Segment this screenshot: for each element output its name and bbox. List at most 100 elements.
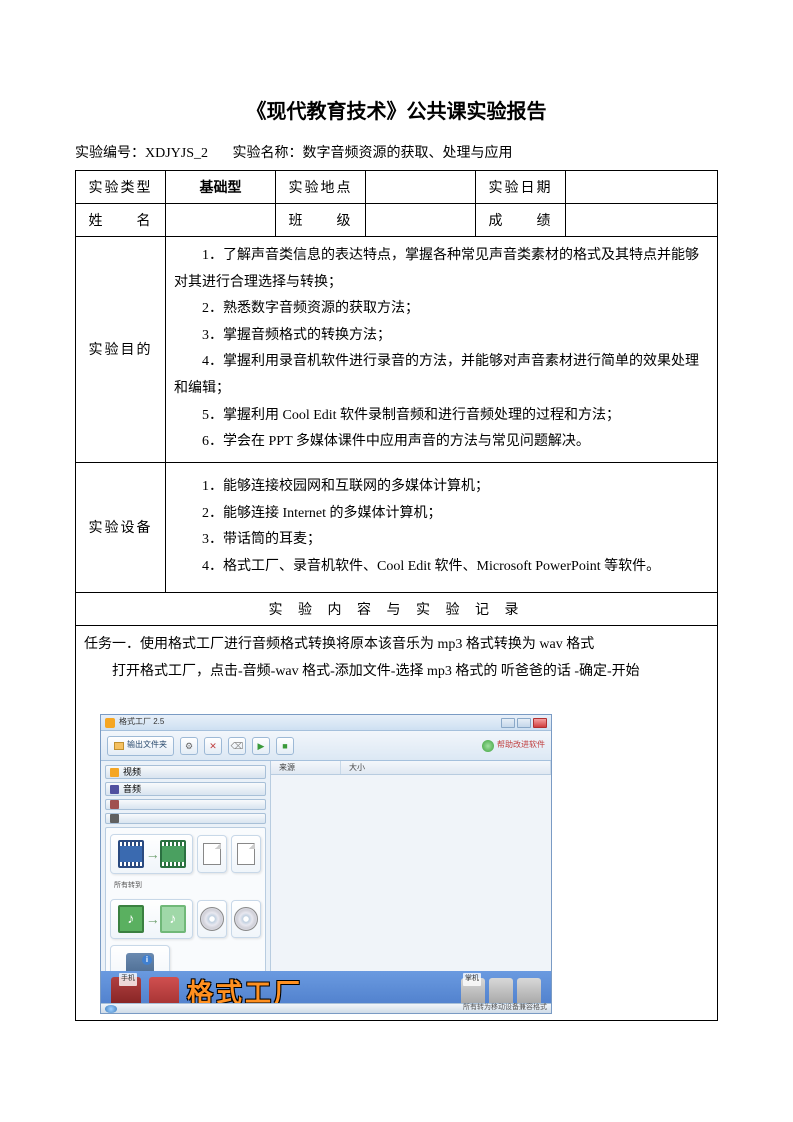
table-row: 实验设备 1．能够连接校园网和互联网的多媒体计算机； 2．能够连接 Intern…: [76, 462, 718, 592]
audio-icon: [110, 785, 119, 794]
cell-place-label: 实验地点: [276, 171, 366, 204]
format-card[interactable]: [231, 835, 261, 873]
table-row: 实验类型 基础型 实验地点 实验日期: [76, 171, 718, 204]
arrow-icon: →: [146, 913, 158, 925]
cell-date-label: 实验日期: [476, 171, 566, 204]
gear-icon: ⚙: [185, 738, 193, 754]
maximize-button[interactable]: [517, 718, 531, 728]
play-icon: ▶: [258, 738, 265, 754]
task-steps: 打开格式工厂，点击-音频-wav 格式-添加文件-选择 mp3 格式的 听爸爸的…: [84, 659, 709, 684]
start-button[interactable]: ▶: [252, 737, 270, 755]
cell-score-label: 成 绩: [476, 204, 566, 237]
equipment-item: 2．能够连接 Internet 的多媒体计算机；: [174, 501, 709, 528]
task-content-cell: 任务一．使用格式工厂进行音频格式转换将原本该音乐为 mp3 格式转换为 wav …: [76, 625, 718, 1020]
stop-icon: ■: [282, 738, 287, 754]
help-label: 帮助改进软件: [497, 738, 545, 752]
toolbar: 输出文件夹 ⚙ ✕ ⌫ ▶: [101, 731, 551, 761]
video-icon: [110, 768, 119, 777]
stop-button[interactable]: ■: [276, 737, 294, 755]
cell-class-value: [366, 204, 476, 237]
format-card[interactable]: [197, 900, 227, 938]
equipment-item: 4．格式工厂、录音机软件、Cool Edit 软件、Microsoft Powe…: [174, 554, 709, 581]
arrow-icon: →: [146, 848, 158, 860]
audio-icon: ♪: [118, 905, 144, 933]
doc-icon: [203, 843, 221, 865]
sidebar-tab-picture[interactable]: [105, 799, 266, 810]
cell-type-value: 基础型: [166, 171, 276, 204]
picture-icon: [110, 800, 119, 809]
report-table: 实验类型 基础型 实验地点 实验日期 姓 名 班 级 成 绩 实验目的 1．了解…: [75, 170, 718, 1021]
film-icon: [118, 840, 144, 868]
equipment-item: 1．能够连接校园网和互联网的多媒体计算机；: [174, 474, 709, 501]
cell-date-value: [566, 171, 718, 204]
disc-icon: [200, 907, 224, 931]
toolbar-label: 输出文件夹: [127, 738, 167, 752]
table-row: 任务一．使用格式工厂进行音频格式转换将原本该音乐为 mp3 格式转换为 wav …: [76, 625, 718, 1020]
help-link[interactable]: 帮助改进软件: [482, 738, 545, 752]
table-row: 姓 名 班 级 成 绩: [76, 204, 718, 237]
output-folder-button[interactable]: 输出文件夹: [107, 736, 174, 756]
cell-place-value: [366, 171, 476, 204]
purpose-item: 4．掌握利用录音机软件进行录音的方法，并能够对声音素材进行简单的效果处理和编辑；: [174, 349, 709, 402]
clear-button[interactable]: ⌫: [228, 737, 246, 755]
audio-convert-card[interactable]: ♪ → ♪: [110, 899, 193, 939]
audio-icon: ♪: [160, 905, 186, 933]
banner-label-right: 掌机: [463, 973, 481, 986]
rom-icon: [110, 814, 119, 823]
purpose-item: 2．熟悉数字音频资源的获取方法；: [174, 296, 709, 323]
exp-name-value: 数字音频资源的获取、处理与应用: [303, 146, 513, 161]
film-icon: [160, 840, 186, 868]
cell-class-label: 班 级: [276, 204, 366, 237]
cell-equipment-content: 1．能够连接校园网和互联网的多媒体计算机； 2．能够连接 Internet 的多…: [166, 462, 718, 592]
disc-icon: [234, 907, 258, 931]
banner-label-left: 手机: [119, 973, 137, 986]
option-button[interactable]: ⚙: [180, 737, 198, 755]
format-factory-window: 格式工厂 2.5 输出文件夹: [100, 714, 552, 1014]
remove-button[interactable]: ✕: [204, 737, 222, 755]
task-title: 任务一．使用格式工厂进行音频格式转换将原本该音乐为 mp3 格式转换为 wav …: [84, 632, 709, 657]
broom-icon: ⌫: [231, 738, 244, 754]
all-to-mobile-card[interactable]: →: [110, 834, 193, 874]
minimize-button[interactable]: [501, 718, 515, 728]
table-row: 实 验 内 容 与 实 验 记 录: [76, 592, 718, 625]
purpose-item: 6．学会在 PPT 多媒体课件中应用声音的方法与常见问题解决。: [174, 429, 709, 456]
exp-id-value: XDJYJS_2: [145, 146, 208, 161]
equipment-item: 3．带话筒的耳麦；: [174, 527, 709, 554]
close-button[interactable]: [533, 718, 547, 728]
cell-equipment-label: 实验设备: [76, 462, 166, 592]
list-col-size: 大小: [341, 761, 551, 774]
sidebar-tab-label: 音频: [123, 781, 141, 797]
cell-purpose-label: 实验目的: [76, 237, 166, 463]
section-header: 实 验 内 容 与 实 验 记 录: [76, 592, 718, 625]
globe-icon: [482, 740, 494, 752]
cell-type-label: 实验类型: [76, 171, 166, 204]
list-header: 来源 大小: [271, 761, 551, 775]
sidebar-tab-video[interactable]: 视频: [105, 765, 266, 779]
cell-purpose-content: 1．了解声音类信息的表达特点，掌握各种常见声音类素材的格式及其特点并能够对其进行…: [166, 237, 718, 463]
table-row: 实验目的 1．了解声音类信息的表达特点，掌握各种常见声音类素材的格式及其特点并能…: [76, 237, 718, 463]
doc-icon: [237, 843, 255, 865]
window-title-text: 格式工厂 2.5: [119, 715, 164, 729]
folder-icon: [114, 742, 124, 750]
cell-name-value: [166, 204, 276, 237]
sidebar: 视频 音频: [101, 761, 271, 971]
purpose-item: 3．掌握音频格式的转换方法；: [174, 323, 709, 350]
sidebar-tab-rom[interactable]: [105, 813, 266, 824]
start-button[interactable]: [105, 1005, 117, 1013]
page-title: 《现代教育技术》公共课实验报告: [75, 95, 718, 124]
exp-id-label: 实验编号：: [75, 146, 145, 161]
sidebar-tab-audio[interactable]: 音频: [105, 782, 266, 796]
subtitle-line: 实验编号：XDJYJS_2 实验名称：数字音频资源的获取、处理与应用: [75, 142, 718, 162]
purpose-item: 5．掌握利用 Cool Edit 软件录制音频和进行音频处理的过程和方法；: [174, 403, 709, 430]
exp-name-label: 实验名称：: [233, 146, 303, 161]
format-card[interactable]: [197, 835, 227, 873]
x-icon: ✕: [209, 738, 217, 754]
format-card[interactable]: [231, 900, 261, 938]
window-titlebar: 格式工厂 2.5: [101, 715, 551, 731]
statusbar-text: 所有转为移动设备兼容格式: [463, 1002, 547, 1014]
list-col-source: 来源: [271, 761, 341, 774]
sidebar-tab-label: 视频: [123, 764, 141, 780]
embedded-screenshot: 格式工厂 2.5 输出文件夹: [100, 714, 709, 1014]
app-body: 视频 音频: [101, 761, 551, 971]
os-taskbar: 所有转为移动设备兼容格式: [101, 1003, 551, 1013]
